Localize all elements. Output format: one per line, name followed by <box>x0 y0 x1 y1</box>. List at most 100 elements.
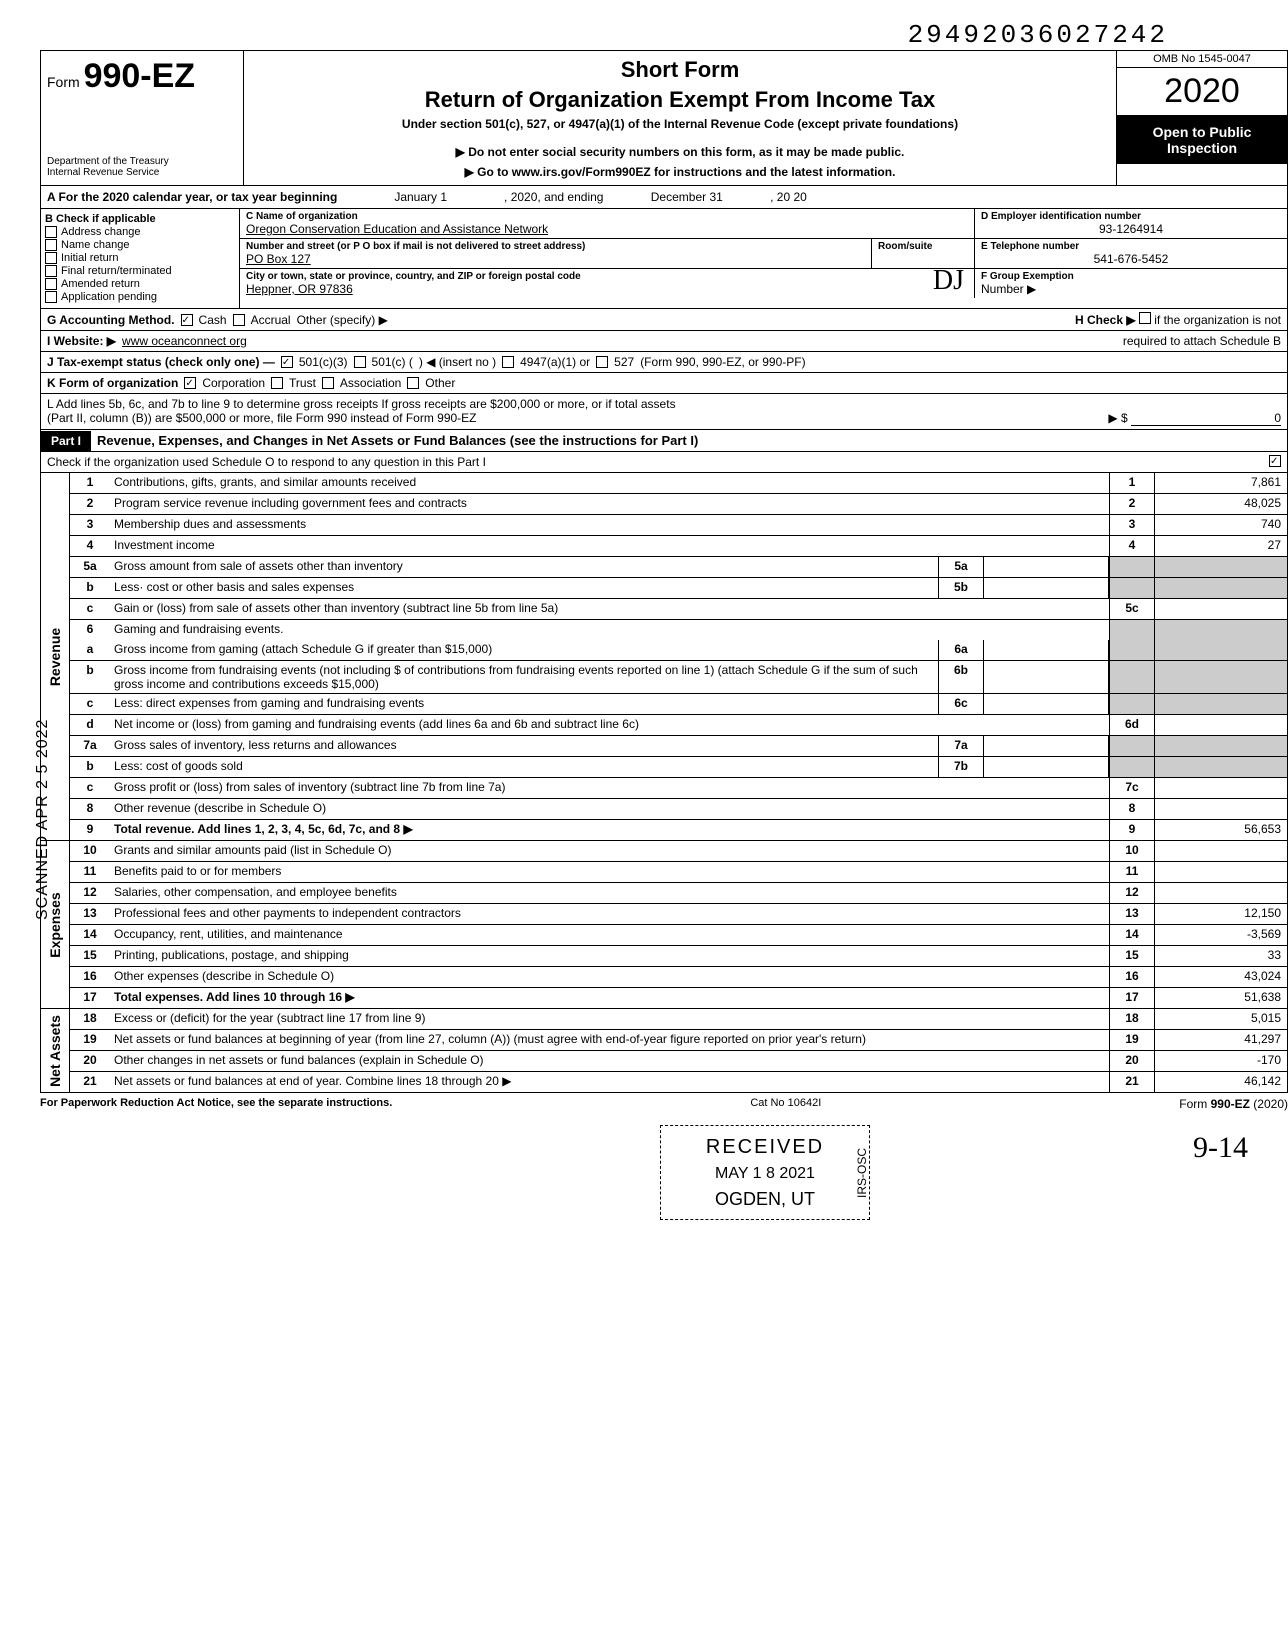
addr-label: Number and street (or P O box if mail is… <box>246 241 865 252</box>
b-item-3: Final return/terminated <box>61 265 172 277</box>
form-prefix: Form <box>47 74 80 90</box>
line-6d-value <box>1154 715 1287 735</box>
j-4947: 4947(a)(1) or <box>520 355 590 369</box>
cb-name-change[interactable] <box>45 239 57 251</box>
hand-initial: DJ <box>933 265 964 297</box>
cb-other[interactable] <box>407 377 419 389</box>
cb-corp[interactable] <box>184 377 196 389</box>
footer-mid: Cat No 10642I <box>750 1097 821 1111</box>
line-6d-num: d <box>70 715 110 735</box>
line-7c-num: c <box>70 778 110 798</box>
short-form-title: Short Form <box>252 57 1108 83</box>
city-label: City or town, state or province, country… <box>246 271 968 282</box>
line-14-desc: Occupancy, rent, utilities, and maintena… <box>110 925 1109 945</box>
line-a-end: December 31 <box>607 190 767 204</box>
cb-501c3[interactable] <box>281 356 293 368</box>
stamp-date: MAY 1 8 2021 <box>675 1162 855 1186</box>
k-other: Other <box>425 376 455 390</box>
received-stamp: RECEIVED MAY 1 8 2021 OGDEN, UT IRS-OSC <box>660 1125 870 1220</box>
h-label: H Check ▶ <box>1075 313 1136 327</box>
line-6b-midnum: 6b <box>938 661 984 693</box>
g-cash: Cash <box>199 313 227 327</box>
line-a-yy: , 20 20 <box>770 190 807 204</box>
line-9-desc: Total revenue. Add lines 1, 2, 3, 4, 5c,… <box>110 820 1109 840</box>
cb-h[interactable] <box>1139 312 1151 324</box>
line-10-desc: Grants and similar amounts paid (list in… <box>110 841 1109 861</box>
line-8-num: 8 <box>70 799 110 819</box>
line-5a-midval <box>984 557 1109 577</box>
line-7b-num: b <box>70 757 110 777</box>
line-11-num: 11 <box>70 862 110 882</box>
line-10-value <box>1154 841 1287 861</box>
cb-accrual[interactable] <box>233 314 245 326</box>
l-text1: L Add lines 5b, 6c, and 7b to line 9 to … <box>47 397 1281 411</box>
j-501c3: 501(c)(3) <box>299 355 348 369</box>
line-12-num: 12 <box>70 883 110 903</box>
dln: 29492036027242 <box>40 20 1288 50</box>
b-label: B Check if applicable <box>45 213 235 225</box>
line-7c-value <box>1154 778 1287 798</box>
cb-address-change[interactable] <box>45 226 57 238</box>
line-17-value: 51,638 <box>1154 988 1287 1008</box>
cb-application-pending[interactable] <box>45 291 57 303</box>
line-21-desc: Net assets or fund balances at end of ye… <box>110 1072 1109 1092</box>
g-label: G Accounting Method. <box>47 313 175 327</box>
line-12-desc: Salaries, other compensation, and employ… <box>110 883 1109 903</box>
main-title: Return of Organization Exempt From Incom… <box>252 87 1108 113</box>
cb-trust[interactable] <box>271 377 283 389</box>
line-5c-rnum: 5c <box>1109 599 1154 619</box>
form-header: Form 990-EZ Department of the Treasury I… <box>40 50 1288 186</box>
part1-title: Revenue, Expenses, and Changes in Net As… <box>91 430 1287 451</box>
line-8-desc: Other revenue (describe in Schedule O) <box>110 799 1109 819</box>
cb-final-return[interactable] <box>45 265 57 277</box>
h-text1: if the organization is not <box>1154 313 1281 327</box>
k-assoc: Association <box>340 376 401 390</box>
j-501c: 501(c) ( <box>372 355 413 369</box>
cb-4947[interactable] <box>502 356 514 368</box>
line-6c-midval <box>984 694 1109 714</box>
line-16-desc: Other expenses (describe in Schedule O) <box>110 967 1109 987</box>
c-label: C Name of organization <box>246 211 968 222</box>
line-12-rnum: 12 <box>1109 883 1154 903</box>
cb-initial-return[interactable] <box>45 252 57 264</box>
cb-501c[interactable] <box>354 356 366 368</box>
line-6a-num: a <box>70 640 110 660</box>
cb-schedule-o[interactable] <box>1269 455 1281 467</box>
i-label: I Website: ▶ <box>47 334 116 348</box>
line-20-value: -170 <box>1154 1051 1287 1071</box>
j-label: J Tax-exempt status (check only one) — <box>47 355 275 369</box>
line-10-num: 10 <box>70 841 110 861</box>
line-2-rnum: 2 <box>1109 494 1154 514</box>
l-arrow: ▶ $ <box>1108 411 1127 425</box>
line-4-desc: Investment income <box>110 536 1109 556</box>
f-label2: Number ▶ <box>981 282 1281 296</box>
b-item-2: Initial return <box>61 252 118 264</box>
line-16-num: 16 <box>70 967 110 987</box>
line-15-rnum: 15 <box>1109 946 1154 966</box>
scanned-stamp: SCANNED APR 2 5 2022 <box>34 719 52 920</box>
line-19-rnum: 19 <box>1109 1030 1154 1050</box>
footer-right-prefix: Form <box>1179 1097 1210 1111</box>
cb-amended-return[interactable] <box>45 278 57 290</box>
cb-cash[interactable] <box>181 314 193 326</box>
line-5a-midnum: 5a <box>938 557 984 577</box>
line-6-num: 6 <box>70 620 110 640</box>
line-2-num: 2 <box>70 494 110 514</box>
line-13-num: 13 <box>70 904 110 924</box>
line-7b-desc: Less: cost of goods sold <box>110 757 938 777</box>
b-item-4: Amended return <box>61 278 140 290</box>
line-5b-midnum: 5b <box>938 578 984 598</box>
line-18-num: 18 <box>70 1009 110 1029</box>
cb-527[interactable] <box>596 356 608 368</box>
line-20-rnum: 20 <box>1109 1051 1154 1071</box>
line-5c-desc: Gain or (loss) from sale of assets other… <box>110 599 1109 619</box>
line-5a-num: 5a <box>70 557 110 577</box>
line-11-value <box>1154 862 1287 882</box>
j-insert: ) ◀ (insert no ) <box>419 355 496 369</box>
line-18-rnum: 18 <box>1109 1009 1154 1029</box>
line-7c-desc: Gross profit or (loss) from sales of inv… <box>110 778 1109 798</box>
line-21-num: 21 <box>70 1072 110 1092</box>
dept-line1: Department of the Treasury <box>47 156 237 167</box>
cb-assoc[interactable] <box>322 377 334 389</box>
line-13-value: 12,150 <box>1154 904 1287 924</box>
